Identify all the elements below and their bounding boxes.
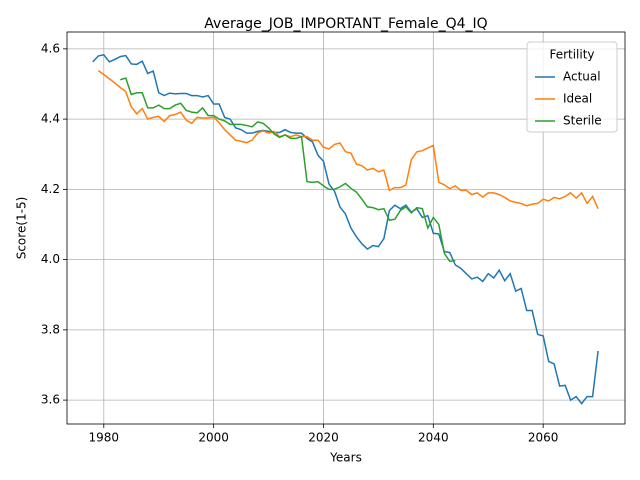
legend-label: Actual: [563, 70, 601, 84]
y-tick-label: 4.6: [41, 41, 60, 55]
x-tick-label: 2000: [198, 431, 229, 445]
plot-frame: [66, 31, 626, 425]
legend-box: [526, 41, 618, 133]
x-tick-label: 2040: [418, 431, 449, 445]
y-axis-label: Score(1-5): [15, 197, 29, 260]
y-tick-label: 3.8: [41, 322, 60, 336]
y-tick-label: 4.4: [41, 112, 60, 126]
y-tick-label: 3.6: [41, 393, 60, 407]
legend-title: Fertility: [549, 48, 594, 62]
y-tick-label: 4.0: [41, 252, 60, 266]
y-tick-label: 4.2: [41, 182, 60, 196]
x-axis-label: Years: [329, 451, 362, 465]
legend-label: Sterile: [563, 114, 602, 128]
series-line: [92, 54, 599, 405]
legend-label: Ideal: [563, 92, 592, 106]
x-tick-label: 2060: [528, 431, 559, 445]
x-tick-label: 2020: [308, 431, 339, 445]
series-line: [97, 70, 599, 209]
x-tick-label: 1980: [89, 431, 120, 445]
series-line: [120, 77, 456, 263]
chart-title: Average_JOB_IMPORTANT_Female_Q4_IQ: [204, 16, 487, 32]
